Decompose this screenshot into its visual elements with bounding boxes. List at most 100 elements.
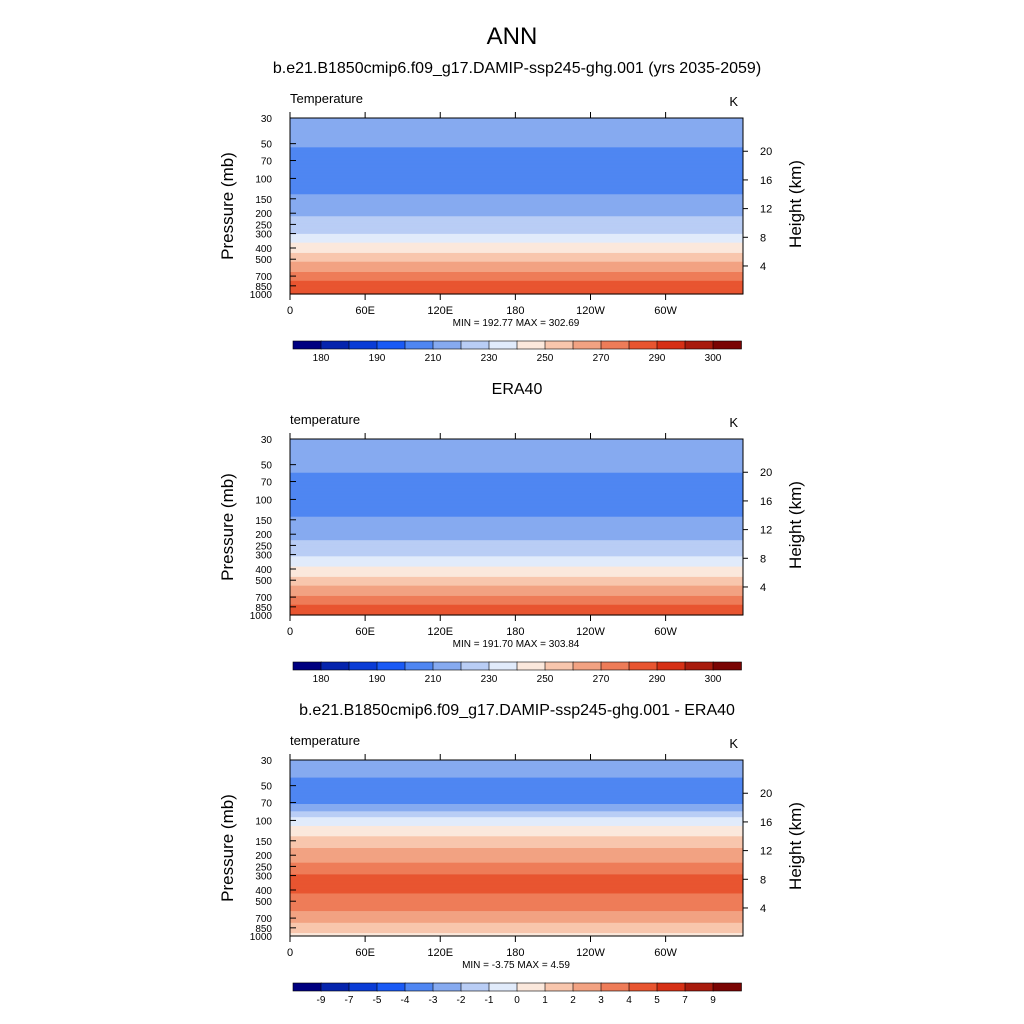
- field-band: [290, 490, 743, 493]
- field-band: [290, 543, 743, 546]
- chart-panel-3: b.e21.B1850cmip6.f09_g17.DAMIP-ssp245-gh…: [218, 702, 805, 1006]
- field-band: [290, 579, 743, 582]
- colorbar-label: -4: [401, 995, 410, 1006]
- field-band: [290, 610, 743, 613]
- field-band: [290, 443, 743, 446]
- field-band: [290, 213, 743, 216]
- y-tick-label: 150: [255, 516, 272, 527]
- field-band: [290, 230, 743, 233]
- field-band: [290, 229, 743, 232]
- field-band: [290, 556, 743, 559]
- colorbar-label: 300: [705, 674, 722, 685]
- field-band: [290, 927, 743, 930]
- field-band: [290, 773, 743, 776]
- field-band: [290, 200, 743, 203]
- field-band: [290, 506, 743, 509]
- field-band: [290, 908, 743, 911]
- x-tick-label: 0: [287, 305, 293, 317]
- colorbar-label: 7: [682, 995, 688, 1006]
- colorbar-box: [460, 661, 490, 671]
- field-band: [290, 288, 743, 291]
- field-band: [290, 544, 743, 547]
- x-tick-label: 60W: [654, 947, 677, 959]
- y-tick-label: 70: [261, 799, 273, 810]
- field-band: [290, 534, 743, 537]
- field-band: [290, 138, 743, 141]
- y-tick-label: 150: [255, 195, 272, 206]
- field-band: [290, 918, 743, 921]
- min-max-stats: MIN = 192.77 MAX = 302.69: [453, 318, 580, 329]
- field-band: [290, 612, 743, 615]
- field-band: [290, 894, 743, 897]
- field-band: [290, 843, 743, 846]
- field-band: [290, 597, 743, 600]
- field-band: [290, 842, 743, 845]
- x-tick-label: 60E: [355, 626, 375, 638]
- field-band: [290, 119, 743, 122]
- field-band: [290, 850, 743, 853]
- y-tick-label: 400: [255, 244, 272, 255]
- field-band: [290, 853, 743, 856]
- y-tick-label: 400: [255, 886, 272, 897]
- colorbar-label: 5: [654, 995, 660, 1006]
- colorbar-box: [544, 982, 574, 992]
- y2-tick-label: 12: [760, 846, 772, 858]
- field-band: [290, 818, 743, 821]
- y-tick-label: 700: [255, 272, 272, 283]
- field-band: [290, 169, 743, 172]
- field-band: [290, 194, 743, 197]
- colorbar-box: [544, 340, 574, 350]
- field-band: [290, 134, 743, 137]
- field-band: [290, 568, 743, 571]
- field-band: [290, 827, 743, 830]
- field-band: [290, 132, 743, 135]
- field-band: [290, 185, 743, 188]
- field-band: [290, 505, 743, 508]
- field-band: [290, 261, 743, 264]
- colorbar-box: [712, 982, 742, 992]
- field-band: [290, 553, 743, 556]
- colorbar-box: [600, 982, 630, 992]
- field-band: [290, 783, 743, 786]
- field-band: [290, 251, 743, 254]
- plot-frame: [289, 759, 744, 937]
- field-band: [290, 896, 743, 899]
- field-band: [290, 150, 743, 153]
- field-band: [290, 588, 743, 591]
- colorbar-box: [432, 982, 462, 992]
- field-band: [290, 912, 743, 915]
- plot-frame: [289, 438, 744, 616]
- y-tick-label: 500: [255, 255, 272, 266]
- colorbar-label: -3: [429, 995, 438, 1006]
- field-band: [290, 247, 743, 250]
- field-band: [290, 565, 743, 568]
- field-band: [290, 779, 743, 782]
- field-band: [290, 282, 743, 285]
- y-tick-label: 50: [261, 782, 273, 793]
- field-band: [290, 812, 743, 815]
- chart-panel-1: b.e21.B1850cmip6.f09_g17.DAMIP-ssp245-gh…: [218, 60, 805, 364]
- y2-axis-title: Height (km): [786, 802, 805, 890]
- y2-tick-label: 16: [760, 817, 772, 829]
- field-band: [290, 848, 743, 851]
- field-band: [290, 880, 743, 883]
- field-band: [290, 250, 743, 253]
- panel-title: b.e21.B1850cmip6.f09_g17.DAMIP-ssp245-gh…: [299, 702, 735, 719]
- field-band: [290, 471, 743, 474]
- colorbar-label: 4: [626, 995, 632, 1006]
- y-tick-label: 100: [255, 816, 272, 827]
- field-band: [290, 465, 743, 468]
- colorbar-label: 250: [537, 353, 554, 364]
- field-band: [290, 233, 743, 236]
- field-band: [290, 900, 743, 903]
- field-band: [290, 585, 743, 588]
- field-band: [290, 518, 743, 521]
- field-band: [290, 444, 743, 447]
- y2-axis-title: Height (km): [786, 160, 805, 248]
- y2-tick-label: 8: [760, 553, 766, 565]
- field-band: [290, 167, 743, 170]
- y2-tick-label: 8: [760, 232, 766, 244]
- y-tick-label: 700: [255, 914, 272, 925]
- field-band: [290, 462, 743, 465]
- field-band: [290, 837, 743, 840]
